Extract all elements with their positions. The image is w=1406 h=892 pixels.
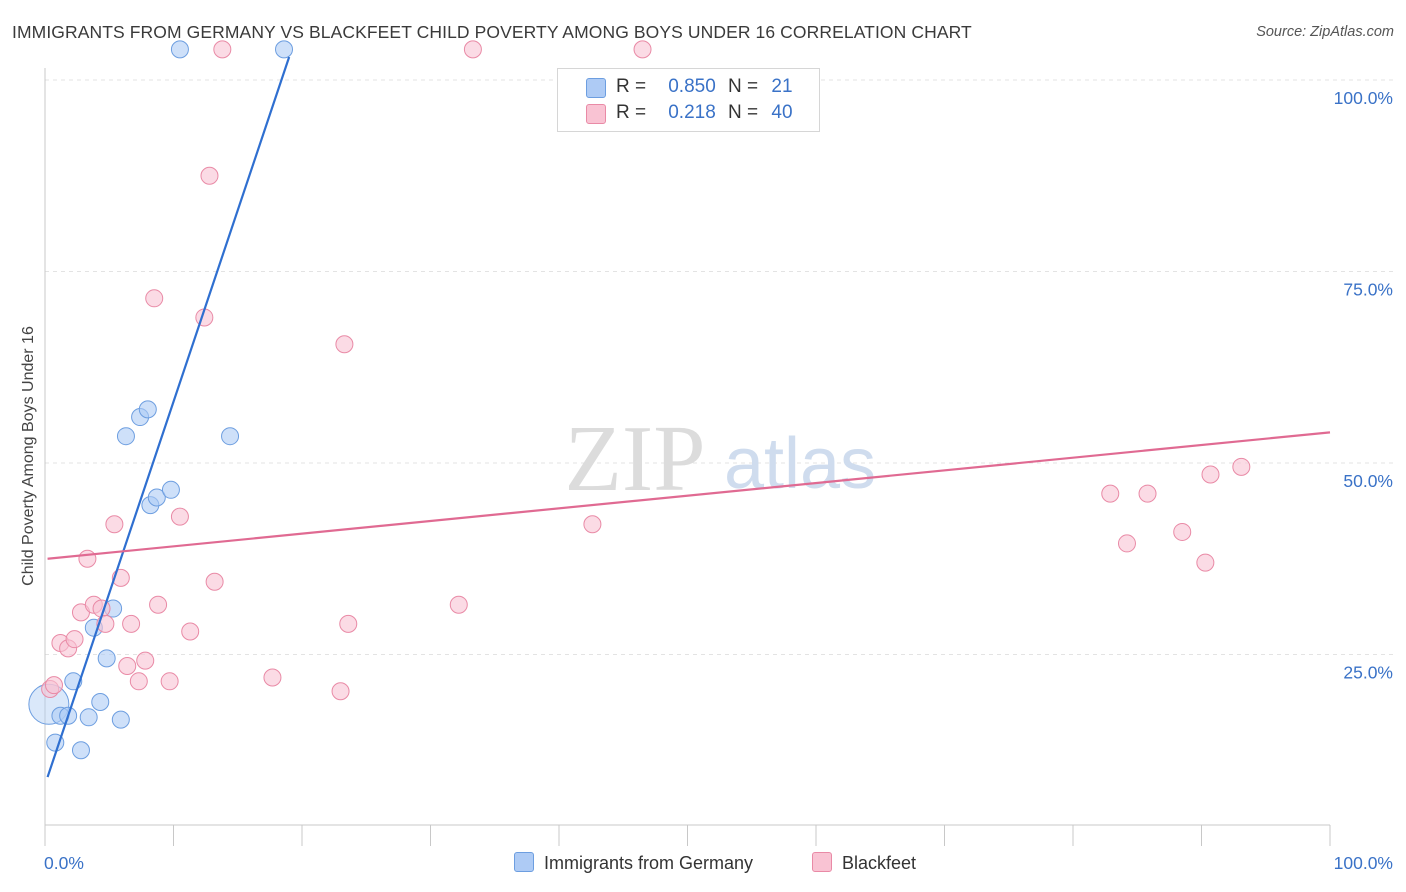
blackfeet-point [170,507,189,526]
blackfeet-point [339,614,358,633]
blackfeet-point [1201,465,1220,484]
bottom-legend-germany: Immigrants from Germany [514,852,753,874]
blackfeet-point [65,630,84,649]
legend-swatch-blackfeet [586,104,606,124]
y-tick-label: 50.0% [1343,471,1393,491]
blackfeet-point [200,166,219,185]
germany-point [79,708,98,727]
blackfeet-point [1232,457,1251,476]
legend-n-value: 40 [771,102,793,123]
blackfeet-point [335,335,354,354]
blackfeet-point [331,682,350,701]
tick-labels: 25.0% 50.0% 75.0% 100.0% 0.0% 100.0% [44,88,1393,873]
axes [44,68,1331,846]
blackfeet-point [583,515,602,534]
bottom-legend-blackfeet: Blackfeet [812,852,916,874]
germany-point [221,427,240,446]
y-tick-label: 75.0% [1343,280,1393,300]
legend-r-label: R = [616,102,647,123]
blackfeet-point [1101,484,1120,503]
blackfeet-point [149,595,168,614]
germany-point [71,741,90,760]
bottom-legend-label: Immigrants from Germany [544,853,754,873]
blackfeet-point [1173,522,1192,541]
germany-point [138,400,157,419]
legend-n-value: 21 [771,76,793,97]
blackfeet-point [205,572,224,591]
bottom-legend-swatch-blackfeet [812,852,832,872]
blackfeet-point [44,676,63,695]
legend-n-label: N = [728,76,759,97]
stats-legend: R = 0.850 N = 21 R = 0.218 N = 40 [557,68,820,132]
bottom-legend-swatch-germany [514,852,534,872]
blackfeet-point [136,651,155,670]
blackfeet-point [145,289,164,308]
x-tick-label: 0.0% [44,853,84,873]
gridlines [45,79,1395,655]
blackfeet-point [160,672,179,691]
germany-point [91,692,110,711]
blackfeet-point [181,622,200,641]
watermark-atlas: atlas [724,424,876,504]
legend-r-value: 0.850 [668,76,716,97]
bottom-legend-label: Blackfeet [842,853,917,873]
germany-point [147,488,166,507]
x-tick-label: 100.0% [1334,853,1393,873]
blackfeet-trend-line [47,431,1331,560]
legend-r-label: R = [616,76,647,97]
data-points [28,40,1251,760]
legend-r-value: 0.218 [668,102,716,123]
blackfeet-point [463,40,482,59]
blackfeet-point [129,672,148,691]
y-tick-label: 100.0% [1334,88,1393,108]
germany-point [161,480,180,499]
legend-n-label: N = [728,102,759,123]
chart-title: IMMIGRANTS FROM GERMANY VS BLACKFEET CHI… [12,22,972,42]
germany-trend-line [46,56,291,778]
germany-point [170,40,189,59]
germany-point [275,40,294,59]
legend-swatch-germany [586,78,606,98]
blackfeet-point [1117,534,1136,553]
blackfeet-point [118,656,137,675]
blackfeet-point [1138,484,1157,503]
blackfeet-point [633,40,652,59]
source-label: Source: ZipAtlas.com [1256,24,1394,40]
watermark-zip: ZIP [565,407,706,511]
trend-lines [46,56,1331,778]
germany-point [97,649,116,668]
blackfeet-point [213,40,232,59]
blackfeet-point [105,515,124,534]
germany-point [111,710,130,729]
blackfeet-point [1196,553,1215,572]
y-tick-label: 25.0% [1343,663,1393,683]
blackfeet-point [263,668,282,687]
blackfeet-point [122,614,141,633]
blackfeet-point [78,549,97,568]
blackfeet-point [449,595,468,614]
germany-point [116,427,135,446]
